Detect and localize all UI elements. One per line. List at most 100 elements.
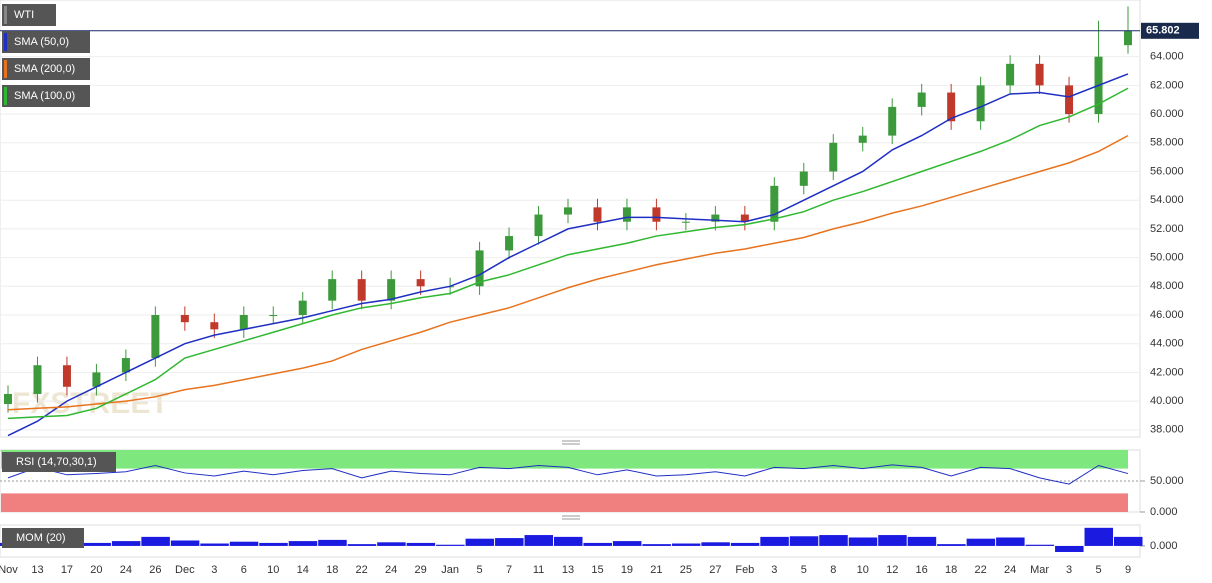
x-tick-label: 17 [61,564,73,576]
mom-bar [966,538,996,546]
y-tick-label: 54.000 [1150,194,1184,206]
mom-bar [642,544,671,546]
candle-body [92,372,101,387]
mom-bar [701,542,730,546]
candle-body [33,365,42,394]
candle-body [740,214,749,222]
candle-body [269,315,278,317]
candle-body [62,365,71,387]
legend-box [2,4,56,26]
price-pane [0,0,1141,438]
x-tick-label: 18 [945,564,957,576]
mom-bar [937,544,966,546]
y-tick-label: 42.000 [1150,366,1184,378]
candle-body [121,358,130,373]
candle-body [4,393,12,404]
x-tick-label: 29 [415,564,427,576]
candle-body [564,207,572,215]
x-tick-label: 20 [90,564,102,576]
y-tick-label: 0.000 [1150,506,1178,518]
mom-bar [848,537,878,546]
candle-body [416,279,425,287]
x-tick-label: 14 [297,564,309,576]
x-tick-label: 5 [1095,564,1101,576]
mom-bar [347,544,377,546]
y-tick-label: 52.000 [1150,223,1184,235]
x-tick-label: 13 [562,564,574,576]
legend-label: RSI (14,70,30,1) [16,456,97,468]
legend-label: WTI [14,9,34,21]
x-tick-label: 12 [886,564,898,576]
x-tick-label: 3 [771,564,777,576]
mom-bar [170,540,200,546]
candle-body [151,315,160,359]
y-tick-label: 50.000 [1150,475,1184,487]
x-tick-label: 26 [149,564,161,576]
candle-body [505,236,514,251]
mom-bar [671,543,701,546]
legend-box [2,85,90,107]
mom-bar [730,542,760,546]
oversold-band [1,493,1128,512]
candle-body [799,171,808,186]
candle-body [1006,63,1015,86]
x-tick-label: 9 [1125,564,1131,576]
mom-bar [819,535,848,546]
mom-bar [436,544,465,546]
y-tick-label: 0.000 [1150,540,1178,552]
y-tick-label: 60.000 [1150,108,1184,120]
pane-handle [562,440,580,445]
x-tick-label: 25 [680,564,692,576]
y-tick-label: 56.000 [1150,165,1184,177]
y-tick-label: 62.000 [1150,79,1184,91]
mom-bar [200,543,229,546]
pane-handle [562,515,580,520]
x-tick-label: Dec [175,564,195,576]
y-tick-label: 58.000 [1150,137,1184,149]
x-tick-label: 5 [477,564,483,576]
x-tick-label: Mar [1030,564,1049,576]
x-tick-label: 24 [1004,564,1016,576]
mom-bar [996,537,1025,546]
mom-bar [1084,527,1114,546]
y-tick-label: 40.000 [1150,395,1184,407]
legend-swatch [4,6,7,24]
legend-box [2,528,84,548]
legend-label: MOM (20) [16,532,66,544]
y-tick-label: 38.000 [1150,424,1184,436]
overbought-band [1,450,1128,469]
x-tick-label: 11 [533,564,544,576]
sma-line [7,134,1129,411]
mom-bar [229,541,259,546]
candle-body [387,279,396,301]
last-price-label: 65.802 [1146,25,1180,37]
x-tick-label: 21 [650,564,662,576]
candle-body [239,315,248,330]
candle-body [770,185,779,222]
candle-body [947,92,956,122]
mom-bar [907,536,937,546]
x-tick-label: 15 [591,564,603,576]
x-tick-label: 13 [31,564,43,576]
mom-bar [288,541,318,546]
candle-body [210,322,219,330]
candle-body [917,92,926,107]
x-tick-label: 24 [385,564,397,576]
candle-body [622,207,631,222]
x-tick-label: 10 [267,564,279,576]
mom-bar [465,538,495,546]
x-tick-label: Jan [441,564,459,576]
candle-body [829,142,838,172]
x-tick-label: 8 [830,564,836,576]
mom-bar [141,536,170,546]
legend-swatch [4,60,7,78]
x-tick-label: 16 [916,564,928,576]
x-tick-label: Feb [735,564,754,576]
x-tick-label: 18 [326,564,338,576]
y-tick-label: 50.000 [1150,252,1184,264]
mom-bar [524,535,554,546]
y-tick-label: 64.000 [1150,51,1184,63]
x-tick-label: 3 [1066,564,1072,576]
candle-body [681,221,690,223]
y-tick-label: 44.000 [1150,338,1184,350]
